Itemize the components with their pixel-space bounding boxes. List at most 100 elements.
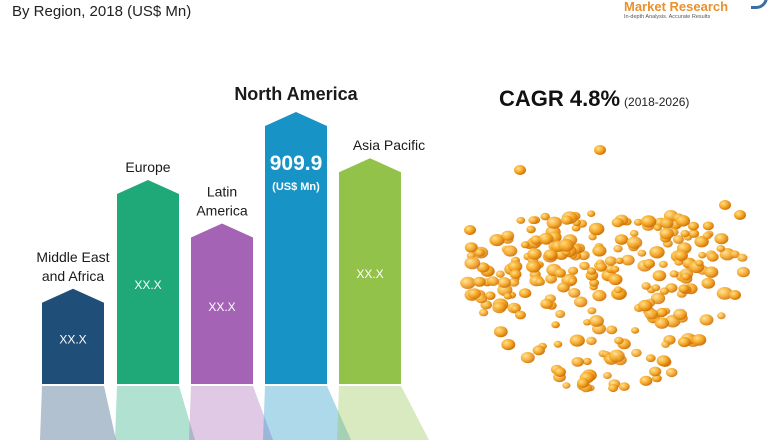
pellet bbox=[673, 308, 688, 320]
pellet bbox=[515, 310, 526, 320]
category-label-europe: Europe bbox=[125, 159, 170, 175]
pellet bbox=[492, 301, 507, 314]
pellet bbox=[557, 282, 570, 293]
pellet bbox=[510, 304, 521, 313]
pellet bbox=[587, 210, 596, 217]
pellet bbox=[674, 250, 688, 261]
pellet bbox=[493, 326, 508, 338]
pellet bbox=[729, 290, 741, 300]
pellet bbox=[675, 215, 691, 227]
pellet bbox=[672, 235, 684, 244]
value-label-middle-east-and-africa: XX.X bbox=[59, 332, 86, 346]
pellet bbox=[717, 312, 726, 320]
pellet bbox=[571, 224, 581, 232]
pellet bbox=[719, 200, 731, 210]
pellet bbox=[613, 245, 623, 253]
pellet bbox=[583, 319, 592, 326]
pellet bbox=[606, 325, 618, 335]
pellet bbox=[509, 269, 522, 279]
pellet bbox=[467, 288, 481, 299]
pellet bbox=[554, 367, 566, 377]
pellet bbox=[631, 327, 640, 334]
pellet bbox=[501, 230, 515, 241]
pellet bbox=[651, 284, 661, 292]
cagr-period: (2018-2026) bbox=[624, 95, 690, 109]
pellet bbox=[604, 256, 617, 266]
pellet bbox=[644, 308, 658, 320]
pellet bbox=[608, 384, 619, 393]
pellet bbox=[474, 248, 485, 257]
pellet bbox=[614, 336, 624, 345]
bar-latin-america bbox=[191, 223, 253, 384]
pellet bbox=[543, 249, 558, 261]
pellet bbox=[478, 308, 489, 317]
pellet bbox=[518, 288, 532, 299]
pellet bbox=[592, 245, 607, 257]
bar-reflection-latin-america bbox=[189, 386, 273, 440]
pellet bbox=[486, 276, 499, 287]
pellet bbox=[640, 215, 657, 228]
pellet bbox=[569, 334, 585, 347]
pellet bbox=[586, 267, 597, 275]
value-label-europe: XX.X bbox=[134, 278, 161, 292]
pellet bbox=[615, 257, 624, 265]
pellet bbox=[503, 245, 518, 257]
pellet bbox=[473, 276, 486, 287]
pellet bbox=[658, 260, 668, 268]
value-label-latin-america: XX.X bbox=[208, 300, 235, 314]
pellet bbox=[540, 212, 550, 221]
pellet bbox=[528, 216, 539, 225]
pellet bbox=[631, 348, 642, 358]
pellet bbox=[649, 246, 665, 259]
pellet bbox=[687, 221, 699, 231]
pellet bbox=[501, 339, 516, 351]
pellet bbox=[520, 352, 535, 364]
pellet bbox=[568, 266, 579, 275]
pellet bbox=[545, 274, 557, 284]
pellet bbox=[633, 218, 643, 226]
pellet bbox=[678, 284, 690, 294]
pellet bbox=[582, 357, 592, 365]
pellet bbox=[608, 273, 623, 286]
category-label-latin-america: America bbox=[196, 203, 248, 219]
pellet bbox=[677, 336, 691, 348]
pellet bbox=[553, 340, 563, 348]
pellet bbox=[595, 262, 607, 272]
pellet bbox=[526, 260, 541, 273]
pellet bbox=[704, 266, 719, 278]
category-label-asia-pacific: Asia Pacific bbox=[353, 137, 425, 153]
bar-europe bbox=[117, 180, 179, 384]
pellet bbox=[489, 234, 505, 247]
pellet bbox=[516, 216, 526, 224]
pellet bbox=[579, 261, 590, 271]
pellet bbox=[514, 165, 526, 175]
pellet bbox=[660, 217, 674, 229]
pellet bbox=[691, 334, 707, 346]
pellet bbox=[614, 234, 629, 245]
pellet bbox=[701, 277, 716, 289]
pellet bbox=[698, 251, 707, 259]
pellet bbox=[558, 238, 574, 252]
pellet bbox=[587, 307, 597, 315]
bar-asia-pacific bbox=[339, 158, 401, 384]
value-label-north-america: 909.9 bbox=[270, 152, 323, 175]
bar-reflection-europe bbox=[115, 386, 195, 440]
pellet bbox=[637, 249, 647, 257]
pellet bbox=[714, 233, 729, 245]
pellet bbox=[540, 298, 553, 309]
pellet bbox=[659, 227, 674, 240]
pellet bbox=[653, 224, 662, 231]
pellet bbox=[560, 215, 573, 225]
pellet bbox=[665, 367, 678, 378]
pellet bbox=[716, 287, 733, 300]
pellet bbox=[464, 256, 481, 270]
cagr-callout: CAGR 4.8% (2018-2026) bbox=[499, 86, 689, 112]
pellet bbox=[639, 375, 653, 386]
pellet bbox=[460, 276, 476, 289]
value-unit-label: (US$ Mn) bbox=[272, 181, 320, 193]
pellet bbox=[589, 315, 604, 327]
pellet bbox=[503, 292, 512, 300]
pellet bbox=[656, 307, 668, 318]
pellet bbox=[538, 232, 554, 245]
